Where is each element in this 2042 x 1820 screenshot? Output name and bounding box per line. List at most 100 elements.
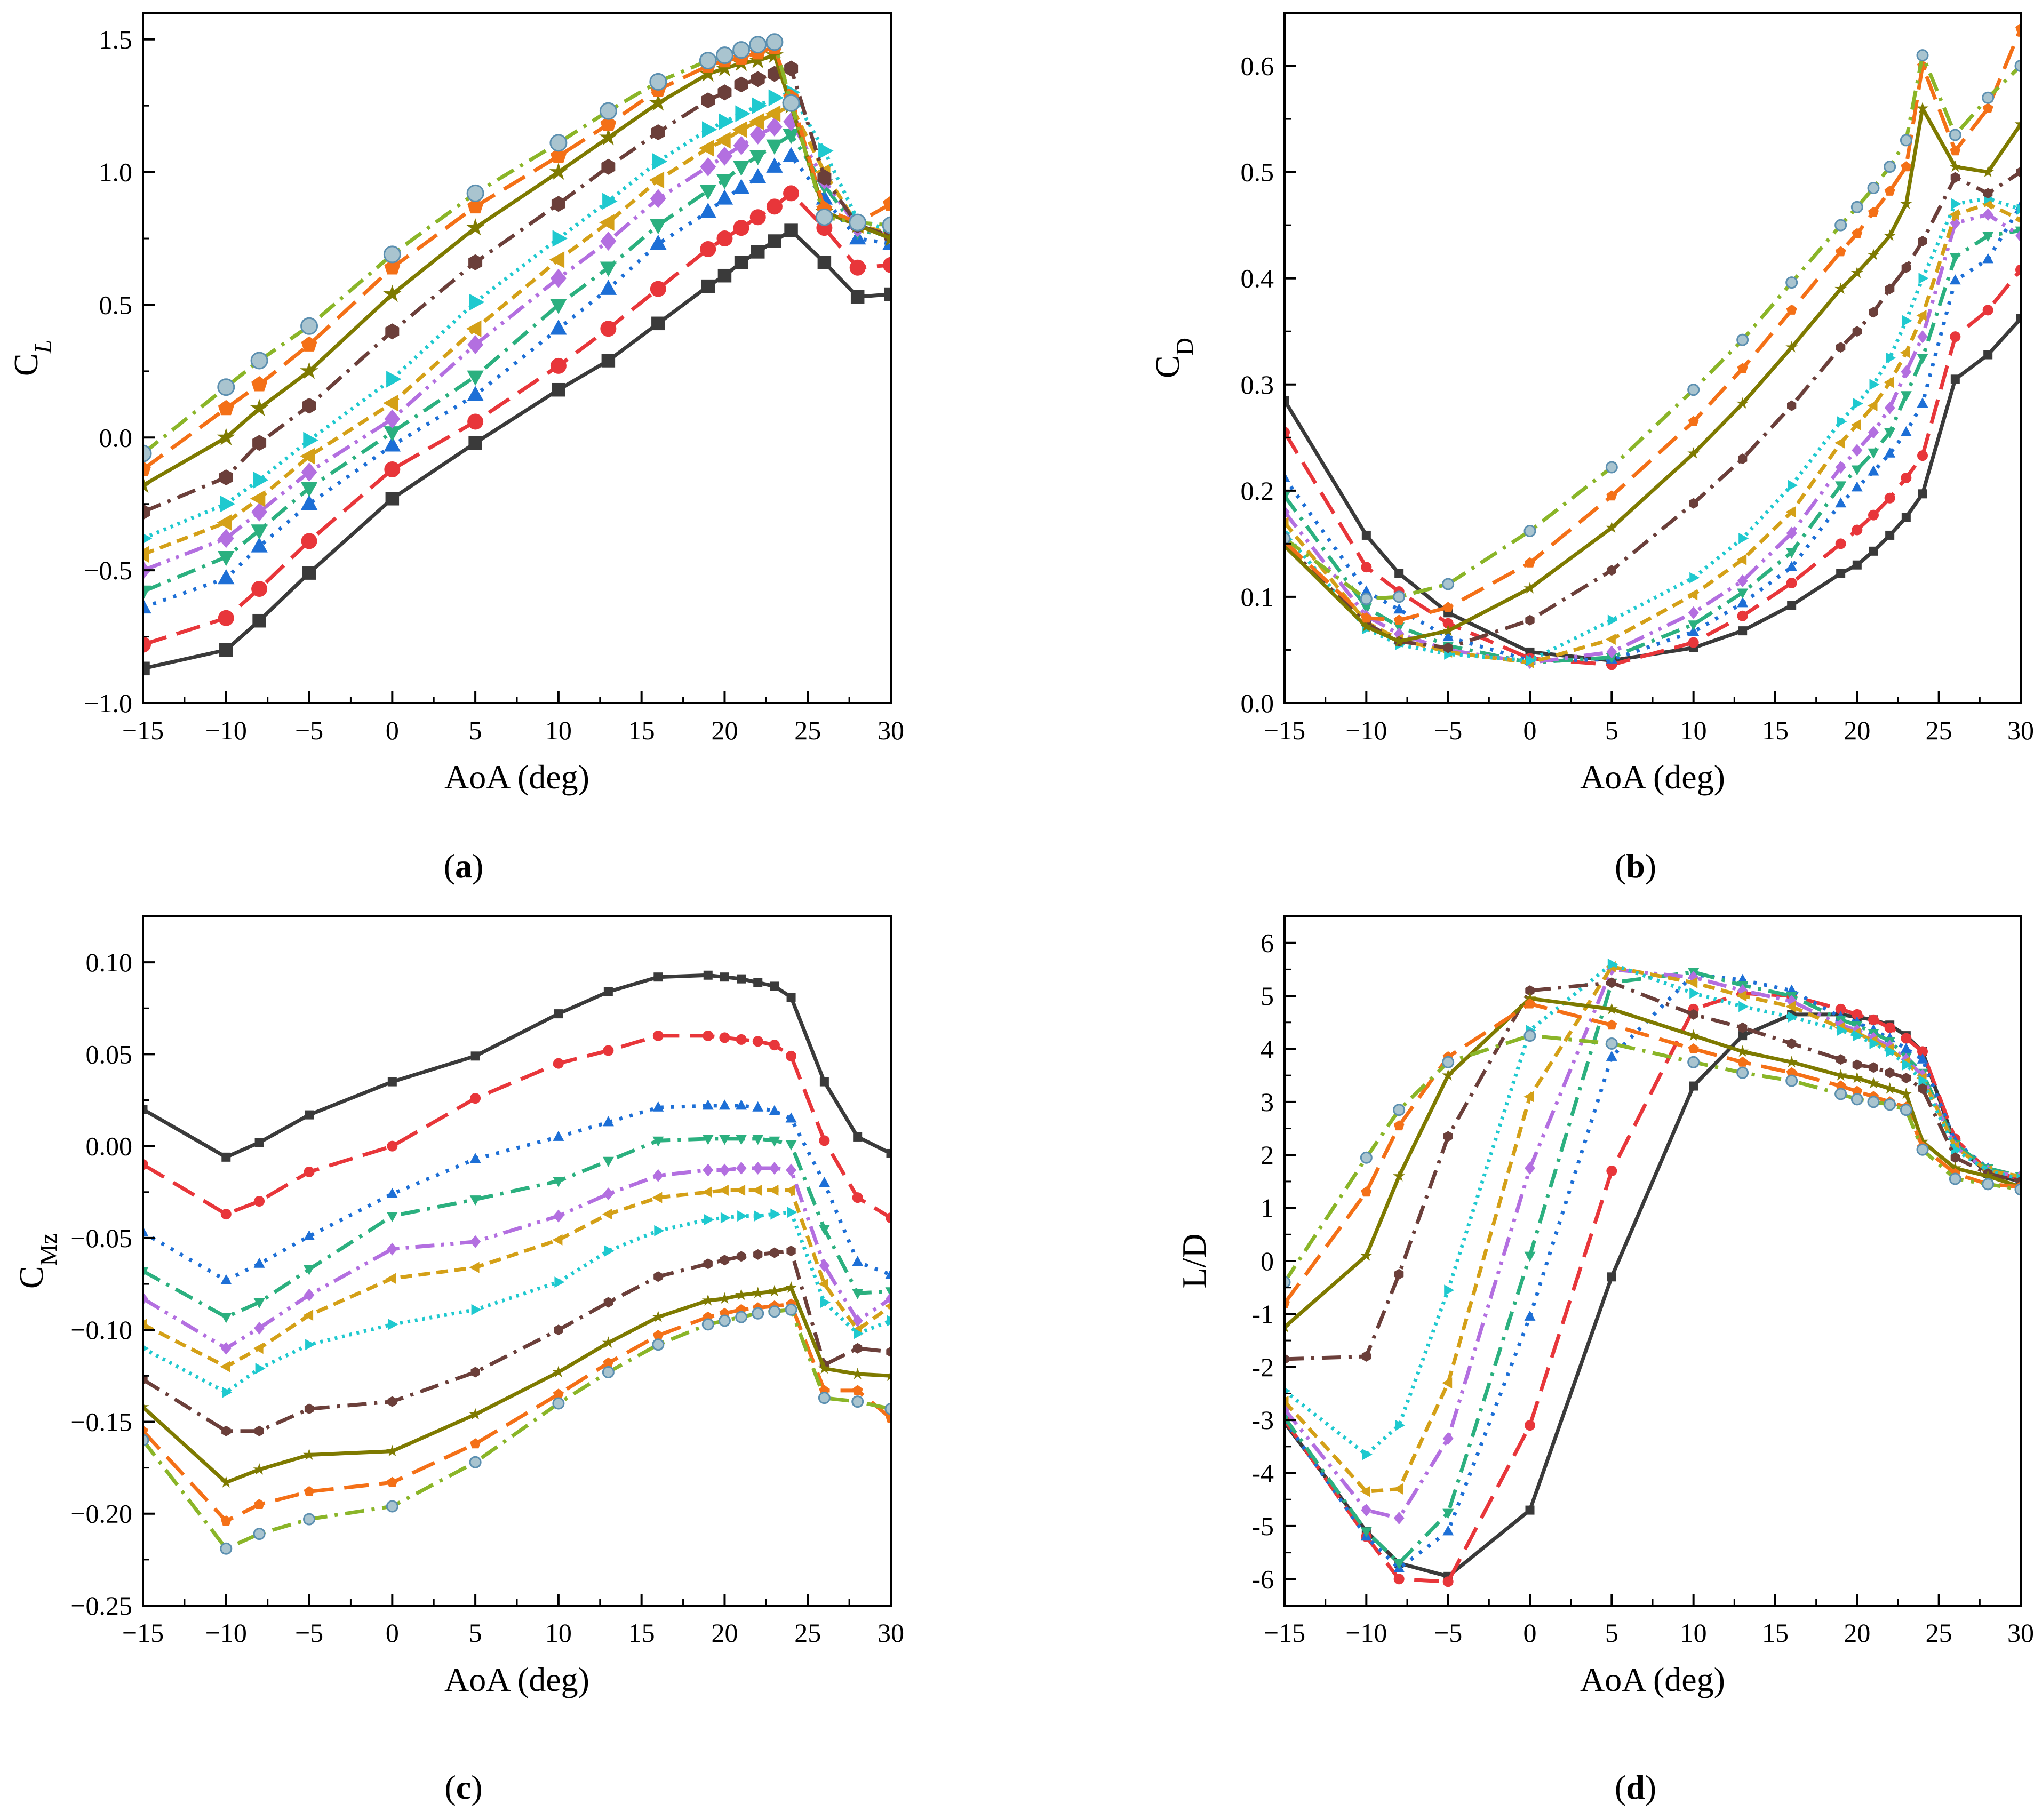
y-tick-label: 4 xyxy=(1261,1034,1274,1064)
series-7-line xyxy=(143,90,891,540)
series-6-point xyxy=(303,1310,314,1321)
series-11-point xyxy=(1850,1093,1863,1106)
series-2-point xyxy=(387,1140,398,1152)
x-tick-label: 0 xyxy=(1523,715,1537,745)
series-1-point xyxy=(385,492,400,506)
series-1-point xyxy=(554,1009,563,1019)
x-tick-label: −15 xyxy=(1264,715,1305,745)
series-4-point xyxy=(749,150,767,165)
x-tick-label: 5 xyxy=(1605,715,1618,745)
series-5-line xyxy=(143,119,891,572)
series-9-point xyxy=(851,1367,864,1379)
series-3-point xyxy=(783,147,800,162)
series-10-line xyxy=(143,1302,891,1523)
series-8-point xyxy=(1950,172,1960,183)
series-11-line xyxy=(143,40,891,455)
series-2-point xyxy=(1852,524,1863,536)
series-10-point xyxy=(387,1476,398,1487)
series-11-point xyxy=(549,134,568,152)
series-9-point xyxy=(552,1366,565,1378)
series-7-point xyxy=(143,1345,149,1352)
series-8-point xyxy=(1901,262,1911,273)
series-1-point xyxy=(768,234,781,248)
series-4-point xyxy=(300,482,318,498)
series-3-point xyxy=(736,1099,747,1110)
series-8-point xyxy=(385,323,400,340)
y-tick-label: 1.5 xyxy=(99,25,133,54)
series-8-point xyxy=(1285,1353,1289,1364)
series-5-point xyxy=(254,1321,265,1335)
series-6-line xyxy=(143,1188,891,1369)
y-tick-label: 0.5 xyxy=(99,290,133,320)
series-1-point xyxy=(468,436,482,450)
series-3-point xyxy=(1786,561,1798,571)
series-3-point xyxy=(732,179,750,194)
series-10-point xyxy=(1950,145,1961,156)
series-2-point xyxy=(1361,562,1372,573)
series-6-point xyxy=(1736,990,1747,1002)
series-4-point xyxy=(1285,492,1290,502)
series-11-point xyxy=(466,184,484,202)
y-tick-label: 3 xyxy=(1261,1087,1274,1117)
series-3-point xyxy=(752,1101,764,1112)
x-tick-label: 10 xyxy=(1680,1618,1707,1648)
series-5-point xyxy=(1361,1504,1372,1517)
series-7-point xyxy=(1689,572,1700,584)
series-4-point xyxy=(702,1135,714,1145)
series-10-point xyxy=(251,376,268,392)
series-8-line xyxy=(143,67,891,514)
series-6-point xyxy=(1900,347,1910,358)
series-10-point xyxy=(1606,1019,1617,1030)
series-4-point xyxy=(1737,588,1749,599)
series-9-point xyxy=(1736,397,1749,409)
x-tick-label: −15 xyxy=(122,1618,164,1648)
series-11-point xyxy=(701,1318,714,1331)
series-5-point xyxy=(749,125,766,145)
series-11-point xyxy=(851,1395,864,1408)
x-axis-title: AoA (deg) xyxy=(444,1661,589,1698)
series-9-point xyxy=(1949,1162,1961,1174)
series-10-point xyxy=(470,1438,481,1449)
series-9-point xyxy=(715,59,734,77)
series-4-point xyxy=(783,129,800,145)
series-9-point xyxy=(1687,1029,1700,1041)
series-8-point xyxy=(701,92,715,109)
panel-label: (b) xyxy=(1615,847,1656,885)
series-11-point xyxy=(1285,532,1291,545)
series-8-point xyxy=(1885,283,1895,294)
series-8-point xyxy=(1689,498,1698,509)
series-9-point xyxy=(818,1362,831,1374)
series-11-point xyxy=(1687,384,1700,396)
series-5-point xyxy=(703,1163,714,1177)
series-2-point xyxy=(886,1212,891,1224)
series-10-point xyxy=(220,1515,232,1526)
series-9-point xyxy=(250,398,269,417)
series-6-point xyxy=(735,1184,746,1196)
series-5-point xyxy=(301,462,317,482)
series-2-point xyxy=(143,636,151,653)
series-7-point xyxy=(1444,1284,1455,1296)
series-1-line xyxy=(143,973,891,1159)
series-5-point xyxy=(1737,574,1748,588)
series-9-point xyxy=(1523,582,1536,594)
series-2-point xyxy=(650,281,666,297)
series-2-point xyxy=(849,259,866,276)
series-4-line xyxy=(1285,228,2021,665)
series-1-point xyxy=(884,287,891,301)
series-3-point xyxy=(1442,631,1454,642)
series-group xyxy=(143,33,891,676)
series-4-point xyxy=(1900,391,1912,402)
series-7-point xyxy=(1788,1011,1798,1023)
y-tick-label: −0.15 xyxy=(70,1407,132,1436)
series-4-point xyxy=(304,1265,315,1275)
series-6-point xyxy=(1785,1001,1796,1012)
series-1-point xyxy=(2016,314,2021,323)
plot-frame xyxy=(1283,915,2022,1607)
series-10-point xyxy=(553,1388,564,1399)
series-9-point xyxy=(1687,447,1700,459)
series-6-point xyxy=(1850,419,1861,430)
series-11-point xyxy=(785,1303,797,1316)
series-6-point xyxy=(1884,377,1894,388)
series-3-point xyxy=(384,436,401,452)
